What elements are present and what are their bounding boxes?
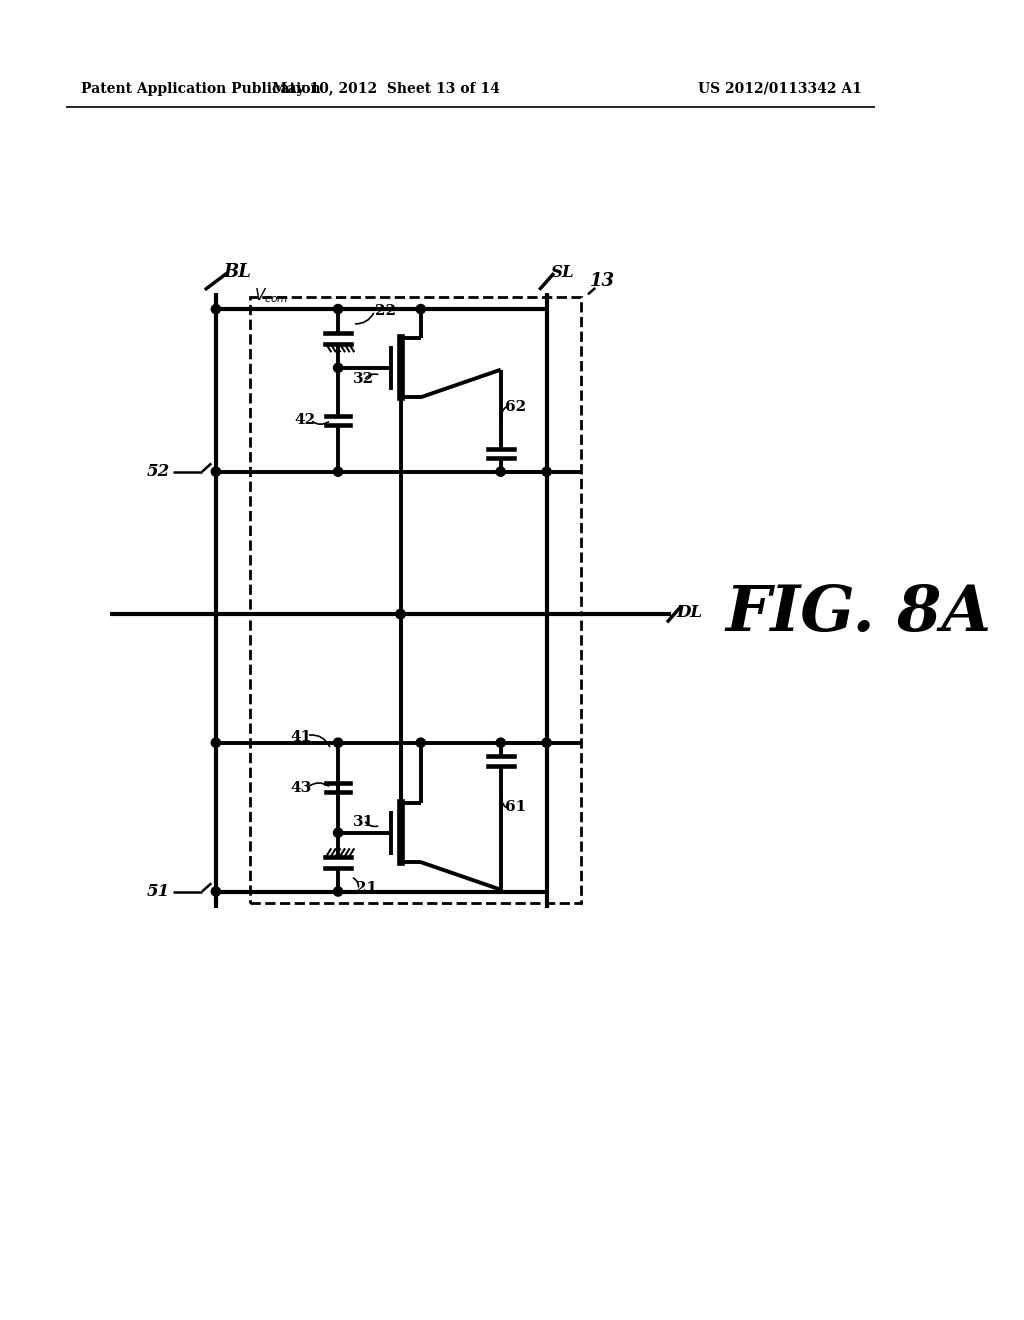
Circle shape (334, 305, 343, 314)
Circle shape (211, 467, 220, 477)
Circle shape (211, 305, 220, 314)
Text: 21: 21 (356, 880, 378, 895)
Bar (250, 297, 581, 614)
Text: 42: 42 (294, 413, 315, 428)
Circle shape (334, 738, 343, 747)
Text: 43: 43 (291, 780, 311, 795)
Text: $V_{com}$: $V_{com}$ (254, 286, 288, 305)
Circle shape (496, 467, 505, 477)
Circle shape (334, 887, 343, 896)
Text: 62: 62 (505, 400, 526, 414)
Text: 41: 41 (291, 730, 311, 744)
Circle shape (542, 467, 551, 477)
Circle shape (396, 610, 406, 619)
Text: 51: 51 (146, 883, 170, 900)
Circle shape (542, 738, 551, 747)
Circle shape (211, 887, 220, 896)
Circle shape (416, 305, 425, 314)
Circle shape (416, 738, 425, 747)
Text: FIG. 8A: FIG. 8A (726, 583, 992, 644)
Circle shape (211, 738, 220, 747)
Circle shape (334, 363, 343, 372)
Text: 31: 31 (353, 814, 374, 829)
Text: DL: DL (676, 603, 702, 620)
Text: 32: 32 (353, 372, 374, 385)
Text: 61: 61 (505, 800, 526, 814)
Text: May 10, 2012  Sheet 13 of 14: May 10, 2012 Sheet 13 of 14 (272, 82, 500, 95)
Circle shape (334, 828, 343, 837)
Text: 52: 52 (146, 463, 170, 480)
Text: US 2012/0113342 A1: US 2012/0113342 A1 (698, 82, 862, 95)
Text: Patent Application Publication: Patent Application Publication (81, 82, 321, 95)
Text: SL: SL (551, 264, 574, 281)
Text: 22: 22 (375, 304, 396, 318)
Bar (250, 614, 581, 903)
Text: BL: BL (223, 263, 251, 281)
Text: 13: 13 (590, 272, 614, 290)
Circle shape (396, 610, 406, 619)
Circle shape (496, 738, 505, 747)
Circle shape (334, 467, 343, 477)
